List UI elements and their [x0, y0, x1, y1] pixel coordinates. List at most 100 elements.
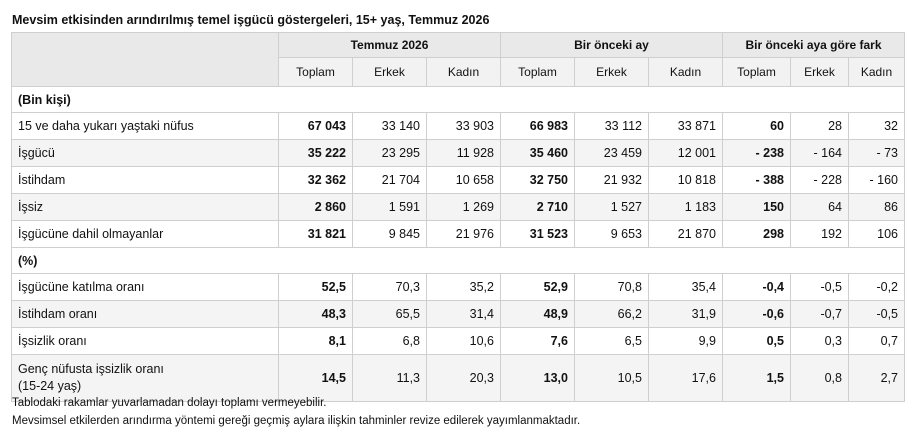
group-header-current: Temmuz 2026: [278, 32, 501, 58]
value-cell: 33 112: [574, 112, 649, 140]
value-cell: 35 222: [278, 139, 353, 167]
table-title: Mevsim etkisinden arındırılmış temel işg…: [12, 13, 490, 27]
row-label-text: İşsiz: [18, 200, 43, 214]
table-row: İşgücüne dahil olmayanlar 31 821 9 845 21 9…: [11, 220, 905, 248]
table-row: İşsiz 2 860 1 591 1 269 2 710 1 527 1 183 150 64…: [11, 193, 905, 221]
section-label: (Bin kişi): [11, 86, 905, 113]
value-cell: 1 183: [648, 193, 723, 221]
value-cell: 21 976: [426, 220, 501, 248]
row-label: Genç nüfusta işsizlik oranı (15-24 yaş): [11, 354, 279, 402]
row-label: İşgücü: [11, 139, 279, 167]
footnote-rounding: Tablodaki rakamlar yuvarlamadan dolayı t…: [12, 397, 327, 409]
table-row: İşsizlik oranı 8,1 6,8 10,6 7,6 6,5 9,9 0,5 0,3 0…: [11, 327, 905, 355]
value-cell: 70,8: [574, 273, 649, 301]
value-cell: 65,5: [352, 300, 427, 328]
value-cell: - 228: [790, 166, 849, 194]
value-cell: 1 269: [426, 193, 501, 221]
subheader-male: Erkek: [574, 57, 649, 87]
subheader-total: Toplam: [722, 57, 791, 87]
value-cell: - 73: [848, 139, 905, 167]
value-cell: 31,4: [426, 300, 501, 328]
value-cell: 48,3: [278, 300, 353, 328]
row-label-text: İstihdam: [18, 173, 66, 187]
value-cell: 28: [790, 112, 849, 140]
group-header-previous: Bir önceki ay: [500, 32, 723, 58]
value-cell: 0,5: [722, 327, 791, 355]
value-cell: 32: [848, 112, 905, 140]
value-cell: 20,3: [426, 354, 501, 402]
value-cell: 31 523: [500, 220, 575, 248]
row-label: İşsiz: [11, 193, 279, 221]
row-label: İstihdam: [11, 166, 279, 194]
value-cell: - 238: [722, 139, 791, 167]
value-cell: 150: [722, 193, 791, 221]
value-cell: -0,2: [848, 273, 905, 301]
value-cell: -0,7: [790, 300, 849, 328]
value-cell: 31,9: [648, 300, 723, 328]
value-cell: 10 658: [426, 166, 501, 194]
subheader-total: Toplam: [278, 57, 353, 87]
row-label-text: Genç nüfusta işsizlik oranı: [18, 362, 164, 376]
value-cell: 70,3: [352, 273, 427, 301]
value-cell: 12 001: [648, 139, 723, 167]
section-row-percent: (%): [11, 247, 905, 274]
subheader-total: Toplam: [500, 57, 575, 87]
value-cell: 60: [722, 112, 791, 140]
subheader-female: Kadın: [648, 57, 723, 87]
row-label-text: İşgücüne katılma oranı: [18, 280, 145, 294]
value-cell: 67 043: [278, 112, 353, 140]
value-cell: 14,5: [278, 354, 353, 402]
table-row: Genç nüfusta işsizlik oranı (15-24 yaş) 14…: [11, 354, 905, 402]
value-cell: 6,5: [574, 327, 649, 355]
value-cell: -0,5: [848, 300, 905, 328]
value-cell: 1 527: [574, 193, 649, 221]
section-row-thousands: (Bin kişi): [11, 86, 905, 113]
value-cell: - 164: [790, 139, 849, 167]
value-cell: 7,6: [500, 327, 575, 355]
value-cell: 21 704: [352, 166, 427, 194]
value-cell: 13,0: [500, 354, 575, 402]
footnote-revision: Mevsimsel etkilerden arındırma yöntemi g…: [12, 415, 581, 427]
subheader-female: Kadın: [848, 57, 905, 87]
value-cell: 21 932: [574, 166, 649, 194]
header-corner: [11, 32, 279, 87]
row-label-text: İşgücü: [18, 146, 55, 160]
value-cell: 192: [790, 220, 849, 248]
value-cell: 10,5: [574, 354, 649, 402]
value-cell: 2,7: [848, 354, 905, 402]
value-cell: 0,8: [790, 354, 849, 402]
value-cell: 33 140: [352, 112, 427, 140]
value-cell: 86: [848, 193, 905, 221]
group-header-difference: Bir önceki aya göre fark: [722, 32, 905, 58]
value-cell: 2 710: [500, 193, 575, 221]
value-cell: 9 845: [352, 220, 427, 248]
section-label: (%): [11, 247, 905, 274]
value-cell: 32 362: [278, 166, 353, 194]
subheader-male: Erkek: [790, 57, 849, 87]
value-cell: 9 653: [574, 220, 649, 248]
value-cell: 1 591: [352, 193, 427, 221]
row-label: İşgücüne katılma oranı: [11, 273, 279, 301]
value-cell: 33 903: [426, 112, 501, 140]
value-cell: -0,6: [722, 300, 791, 328]
value-cell: 17,6: [648, 354, 723, 402]
table-row: İstihdam oranı 48,3 65,5 31,4 48,9 66,2 31,9 -0…: [11, 300, 905, 328]
value-cell: 48,9: [500, 300, 575, 328]
subheader-male: Erkek: [352, 57, 427, 87]
value-cell: - 388: [722, 166, 791, 194]
value-cell: -0,5: [790, 273, 849, 301]
row-label: 15 ve daha yukarı yaştaki nüfus: [11, 112, 279, 140]
table-row: İşgücüne katılma oranı 52,5 70,3 35,2 52,9 70…: [11, 273, 905, 301]
value-cell: 33 871: [648, 112, 723, 140]
value-cell: 8,1: [278, 327, 353, 355]
table-row: İstihdam 32 362 21 704 10 658 32 750 21 932 10…: [11, 166, 905, 194]
value-cell: 106: [848, 220, 905, 248]
value-cell: 23 295: [352, 139, 427, 167]
labour-indicators-table: Temmuz 2026 Bir önceki ay Bir önceki aya…: [11, 32, 905, 402]
value-cell: 31 821: [278, 220, 353, 248]
value-cell: 10 818: [648, 166, 723, 194]
value-cell: 35,4: [648, 273, 723, 301]
value-cell: 2 860: [278, 193, 353, 221]
value-cell: 11 928: [426, 139, 501, 167]
value-cell: 1,5: [722, 354, 791, 402]
